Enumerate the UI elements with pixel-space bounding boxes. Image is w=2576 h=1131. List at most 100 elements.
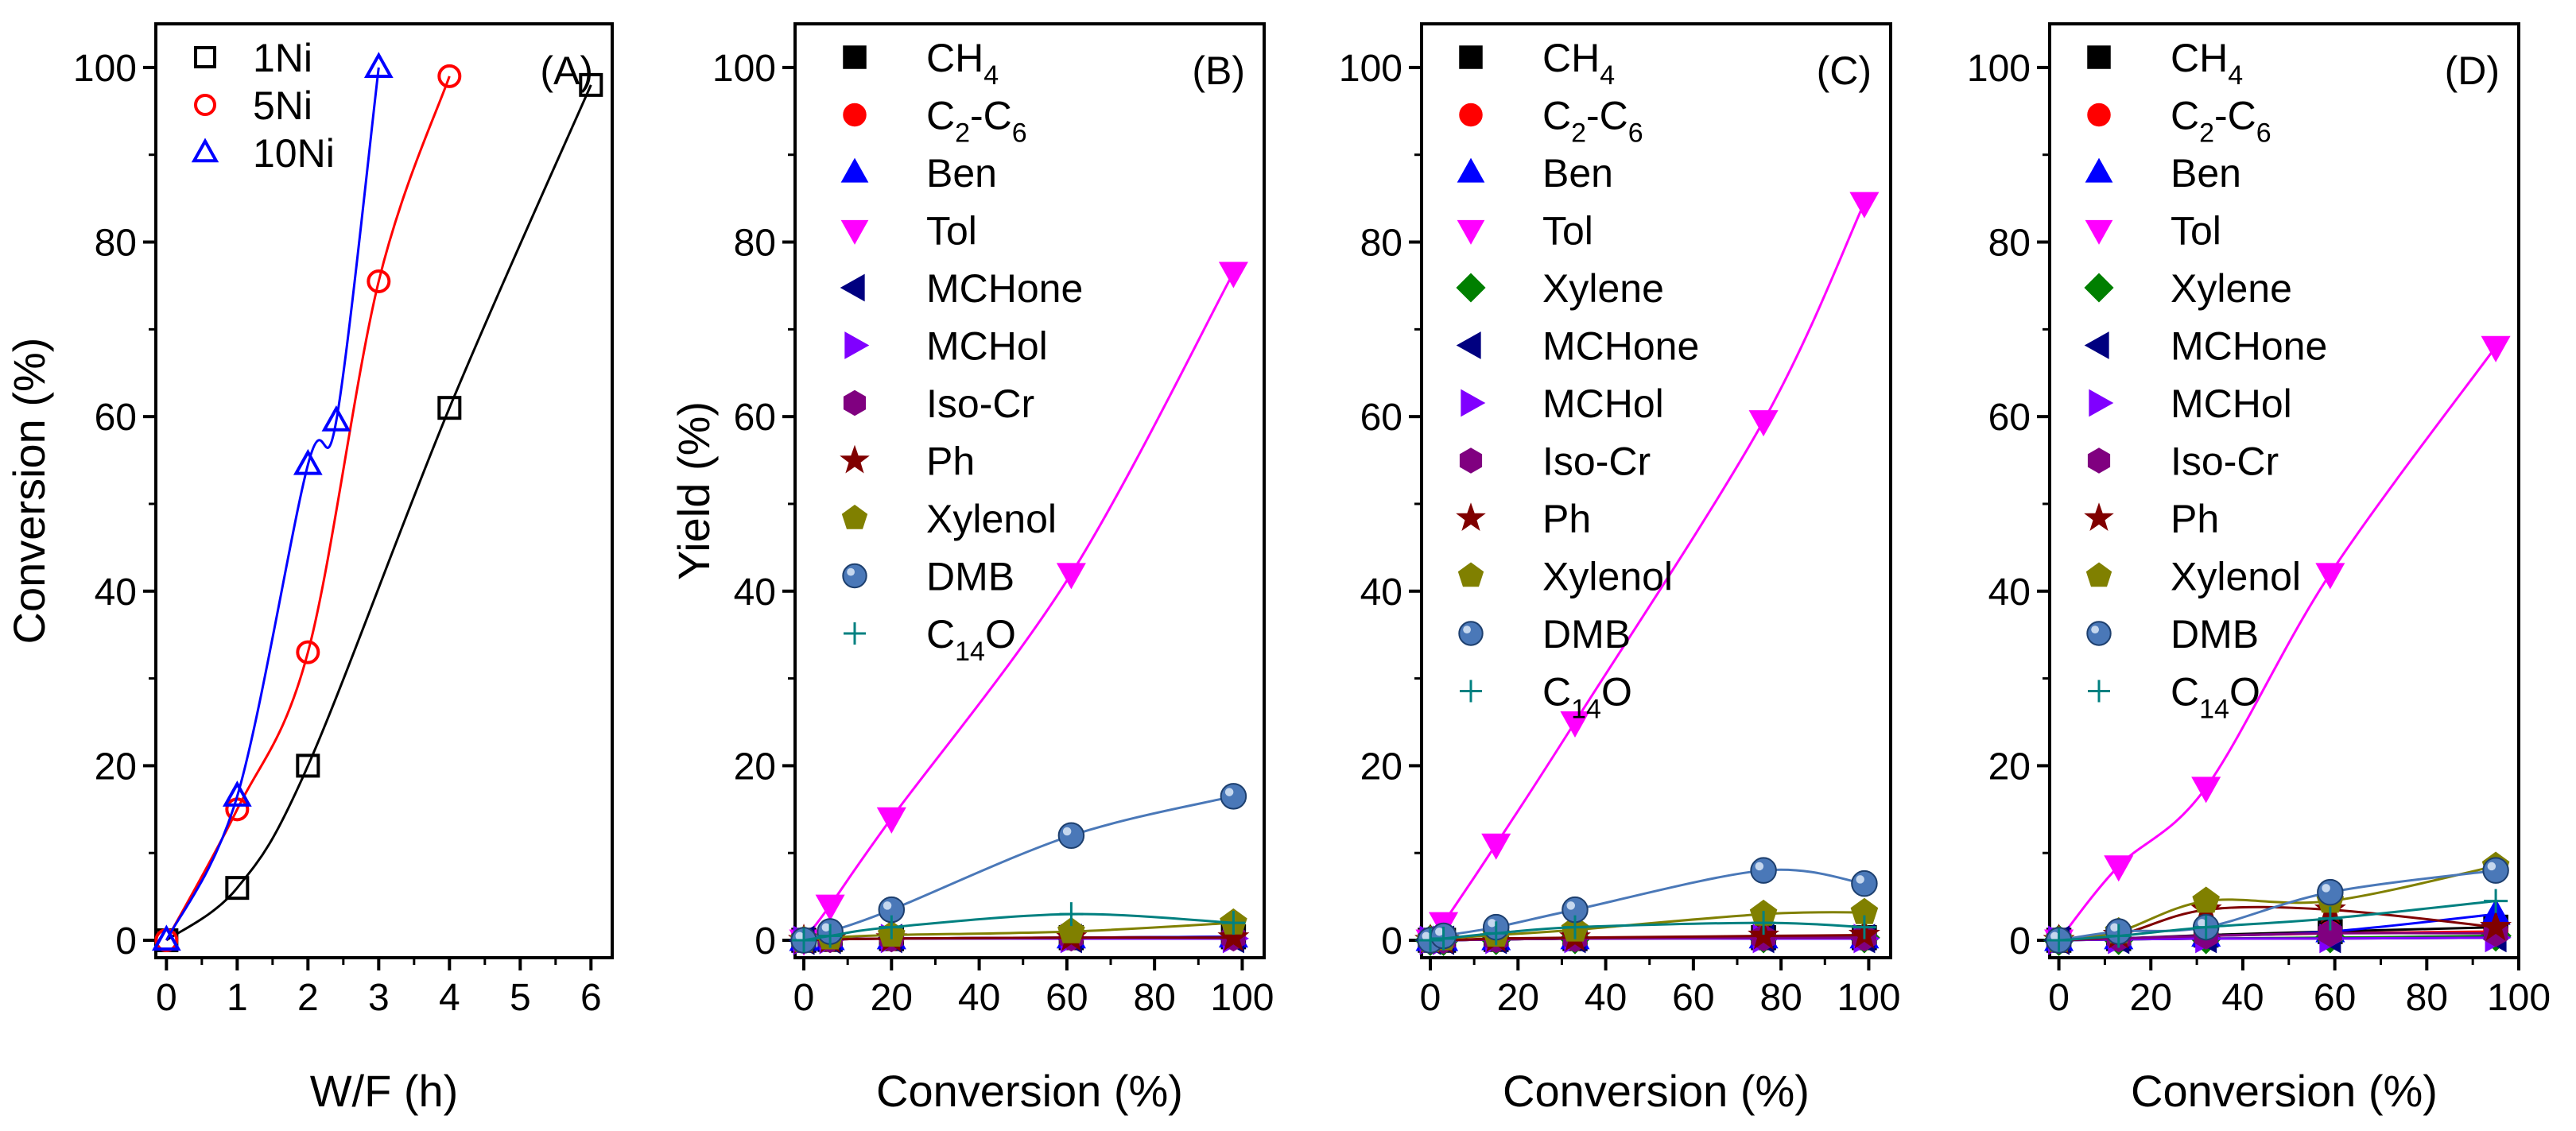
panel-c-xtick-label: 40 bbox=[1585, 977, 1627, 1019]
panel-a-point-1ni bbox=[296, 753, 320, 778]
panel-b-ytick-label: 60 bbox=[734, 397, 776, 439]
panel-d-point-tol bbox=[2481, 335, 2511, 362]
panel-a-legend-marker-1ni bbox=[194, 46, 216, 68]
panel-b-point-dmb-highlight bbox=[883, 901, 892, 910]
panel-d-frame bbox=[2048, 22, 2520, 959]
panel-d-legend-marker-xylene bbox=[2084, 273, 2114, 303]
legend-label-xylene: Xylene bbox=[1542, 266, 1664, 311]
panel-b-legend-marker-tol bbox=[840, 219, 869, 245]
panel-d-ytick-label: 100 bbox=[1967, 48, 2031, 90]
panel-b-point-tol bbox=[1218, 261, 1248, 289]
panel-c: 0 20 40 60 80 100 0 20 40 60 80 100 Conversion (%) (C… bbox=[1339, 22, 1900, 1116]
panel-c-xtick-label: 60 bbox=[1672, 977, 1714, 1019]
panel-a-ytick-label: 20 bbox=[95, 746, 137, 788]
legend-label-iso-cr: Iso-Cr bbox=[2171, 440, 2279, 484]
legend-label-iso-cr: Iso-Cr bbox=[1542, 440, 1651, 484]
panel-c-ytick-label: 40 bbox=[1360, 571, 1402, 614]
panel-b-point-dmb-highlight bbox=[795, 932, 805, 941]
panel-b-point-dmb bbox=[1220, 783, 1247, 810]
legend-label-c14o: C14O bbox=[926, 612, 1016, 667]
panel-d-legend-marker-dmb bbox=[2086, 621, 2112, 646]
panel-a-line-1ni bbox=[165, 84, 592, 942]
panel-a-line-10ni bbox=[165, 67, 380, 941]
panel-d-legend-marker-ch4 bbox=[2087, 45, 2111, 69]
panel-c-xlabel: Conversion (%) bbox=[1503, 1066, 1810, 1116]
legend-label-ben: Ben bbox=[2171, 151, 2241, 196]
panel-c-point-dmb-highlight bbox=[1488, 919, 1496, 928]
panel-c-point-dmb-highlight bbox=[1435, 928, 1444, 936]
panel-a-point-10ni bbox=[363, 52, 394, 78]
panel-b-ytick-label: 0 bbox=[755, 920, 776, 963]
panel-a-point-10ni bbox=[321, 405, 351, 432]
panel-d-point-tol bbox=[2315, 563, 2345, 590]
panel-d-xtick-label: 0 bbox=[2048, 977, 2070, 1019]
panel-c-legend-marker-c2-c6 bbox=[1459, 103, 1483, 127]
legend-label-tol: Tol bbox=[2171, 209, 2221, 254]
panel-b-series-dmb bbox=[790, 783, 1247, 954]
panel-c-point-c14o bbox=[1418, 928, 1443, 953]
legend-label-ch4: CH4 bbox=[1542, 36, 1615, 91]
panel-a-xlabel: W/F (h) bbox=[310, 1066, 459, 1116]
panel-b-xtick-label: 80 bbox=[1133, 977, 1175, 1019]
panel-a-tag: (A) bbox=[540, 48, 593, 93]
panel-c-legend-marker-iso-cr bbox=[1459, 447, 1483, 474]
panel-c-legend-marker-ben bbox=[1457, 157, 1485, 183]
panel-c-ytick-label: 20 bbox=[1360, 746, 1402, 788]
panel-c-legend-marker-c14o bbox=[1460, 680, 1482, 703]
legend-label-dmb: DMB bbox=[1542, 612, 1631, 657]
panel-d-point-tol bbox=[2104, 855, 2134, 882]
legend-label-1ni: 1Ni bbox=[253, 36, 312, 80]
panel-c-point-dmb-highlight bbox=[1566, 901, 1575, 910]
panel-b-ytick-label: 20 bbox=[734, 746, 776, 788]
panel-d-point-dmb bbox=[2317, 878, 2344, 906]
panel-b-point-dmb-highlight bbox=[821, 923, 831, 932]
legend-label-10ni: 10Ni bbox=[253, 131, 335, 176]
legend-label-ben: Ben bbox=[926, 151, 997, 196]
panel-b-point-dmb bbox=[1057, 822, 1085, 850]
panel-a-line-5ni bbox=[165, 76, 451, 941]
panel-b-xlabel: Conversion (%) bbox=[876, 1066, 1183, 1116]
panel-d-ytick-label: 0 bbox=[2009, 920, 2031, 963]
panel-d-point-dmb-highlight bbox=[2198, 919, 2206, 928]
panel-b-point-c14o bbox=[1059, 902, 1084, 927]
panel-b-point-tol bbox=[1056, 563, 1086, 590]
panel-b: 0 20 40 60 80 100 0 20 40 60 80 100 Conversion (%) Yi… bbox=[669, 22, 1274, 1116]
panel-c-point-dmb-highlight bbox=[1422, 932, 1431, 941]
panel-c-legend-marker-ch4 bbox=[1459, 45, 1483, 69]
panel-b-series-c14o bbox=[792, 902, 1246, 953]
panel-a-point-10ni bbox=[151, 924, 181, 951]
panel-d-series-c14o bbox=[2046, 889, 2508, 953]
panel-b-legend-marker-c14o bbox=[844, 622, 866, 645]
legend-label-xylenol: Xylenol bbox=[1542, 555, 1673, 599]
panel-d-xtick-label: 20 bbox=[2130, 977, 2172, 1019]
panel-d-ytick-label: 60 bbox=[1988, 397, 2031, 439]
panel-c-point-tol bbox=[1560, 711, 1590, 738]
panel-b-legend-marker-ph bbox=[840, 444, 870, 474]
panel-c-legend-marker-dmb-highlight bbox=[1463, 626, 1471, 633]
panel-b-xtick-label: 20 bbox=[871, 977, 913, 1019]
panel-d-tag: (D) bbox=[2445, 48, 2500, 93]
panel-d-point-c14o bbox=[2194, 915, 2218, 939]
panel-a-ytick-label: 60 bbox=[95, 397, 137, 439]
legend-label-c14o: C14O bbox=[2171, 670, 2260, 725]
panel-a-series-1ni bbox=[154, 72, 603, 953]
panel-c-frame bbox=[1420, 22, 1892, 959]
panel-d-ytick-label: 80 bbox=[1988, 223, 2031, 265]
panel-a-xtick-label: 4 bbox=[439, 977, 460, 1019]
legend-label-c14o: C14O bbox=[1542, 670, 1632, 725]
panel-c-tag: (C) bbox=[1817, 48, 1872, 93]
panel-a-point-10ni bbox=[222, 780, 252, 807]
panel-b-point-c14o bbox=[1221, 911, 1246, 935]
panel-b-line-tol bbox=[802, 272, 1235, 941]
panel-d-point-xylenol bbox=[2192, 886, 2220, 913]
legend-label-ph: Ph bbox=[926, 440, 975, 484]
panel-c-xtick-label: 100 bbox=[1837, 977, 1900, 1019]
panel-c-ytick-label: 0 bbox=[1381, 920, 1402, 963]
panel-b-legend-marker-iso-cr bbox=[843, 389, 867, 416]
panel-b-ytick-label: 80 bbox=[734, 223, 776, 265]
legend-label-mchol: MCHol bbox=[2171, 382, 2292, 426]
panel-d-point-c14o bbox=[2106, 924, 2131, 948]
panel-b-point-c14o bbox=[792, 928, 817, 953]
panel-d-point-dmb bbox=[2482, 857, 2509, 884]
panel-b-legend-marker-ch4 bbox=[843, 45, 867, 69]
